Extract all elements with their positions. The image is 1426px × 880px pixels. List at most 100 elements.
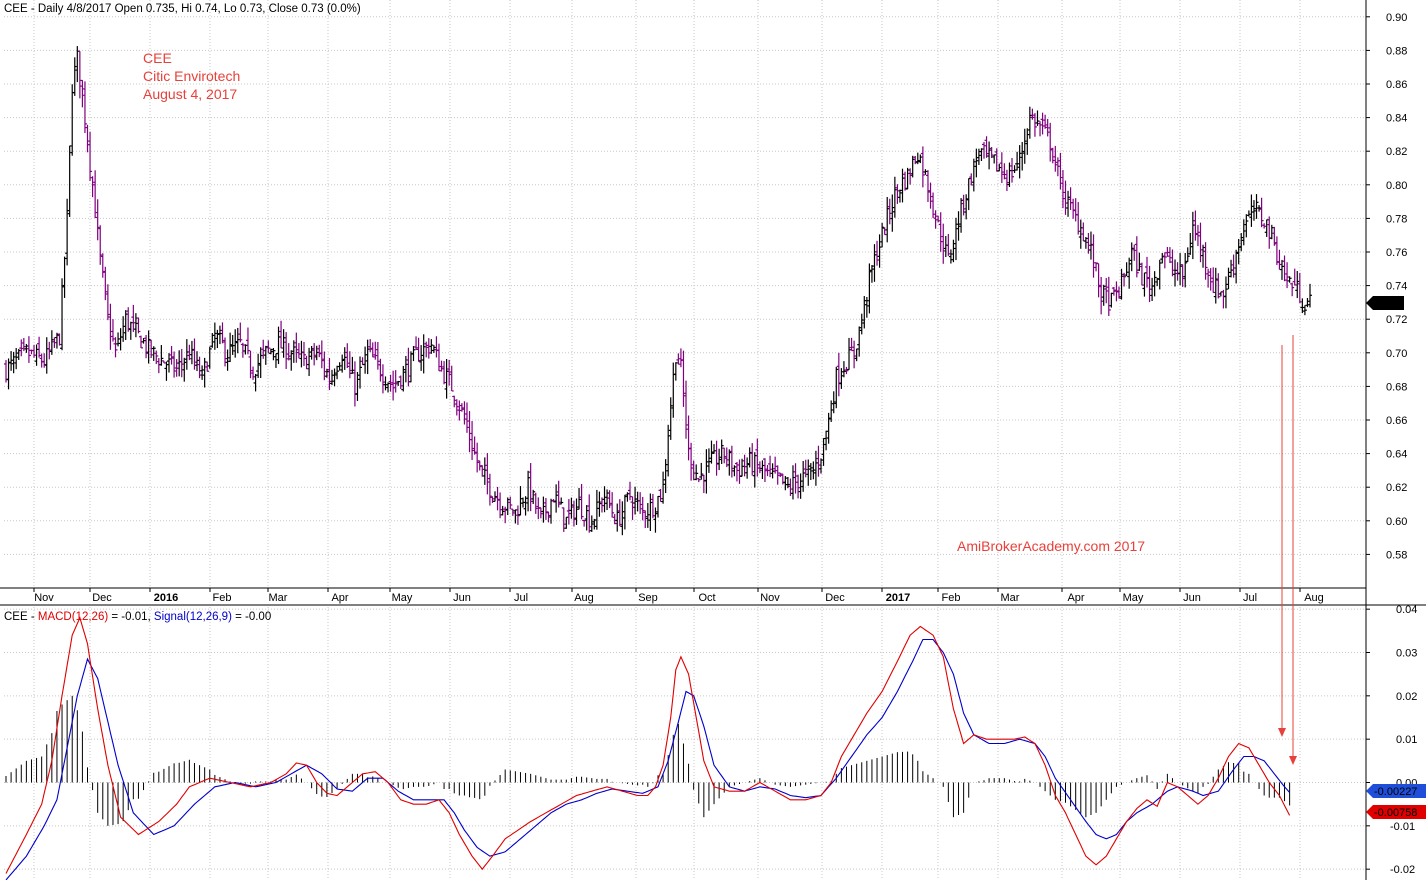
- ohlc-bar: [1050, 147, 1055, 164]
- ohlc-bar: [857, 326, 862, 357]
- ohlc-bar: [490, 496, 495, 503]
- ohlc-bar: [335, 365, 340, 380]
- ohlc-bar: [1162, 252, 1167, 269]
- ohlc-bar: [1053, 145, 1058, 172]
- ohlc-bar: [146, 330, 151, 364]
- macd-ytick-label: 0.01: [1396, 734, 1417, 746]
- ohlc-bar: [480, 465, 485, 477]
- ohlc-bar: [1017, 145, 1022, 179]
- ohlc-bar: [622, 494, 627, 530]
- ohlc-bar: [1236, 238, 1241, 265]
- ohlc-bar: [566, 499, 571, 525]
- ohlc-bar: [543, 498, 548, 520]
- ohlc-bar: [245, 327, 250, 355]
- ohlc-bar: [941, 223, 946, 264]
- ohlc-bar: [852, 340, 857, 369]
- ohlc-bar: [47, 341, 52, 360]
- ohlc-bar: [897, 189, 902, 203]
- ohlc-bar: [370, 342, 375, 358]
- ohlc-bar: [645, 503, 650, 528]
- ohlc-bar: [312, 343, 317, 366]
- ohlc-bar: [640, 496, 645, 521]
- ohlc-bar: [1211, 267, 1216, 294]
- macd-title-value: = -0.01,: [108, 611, 154, 623]
- ohlc-bar: [172, 351, 177, 378]
- ohlc-bar: [279, 320, 284, 349]
- arrow-head-left: [1278, 728, 1286, 737]
- ohlc-bar: [1287, 276, 1292, 283]
- ohlc-bar: [304, 355, 309, 370]
- ohlc-bar: [1030, 108, 1035, 120]
- ohlc-bar: [1167, 247, 1172, 264]
- ohlc-bar: [755, 438, 760, 477]
- xtick-label: Jul: [514, 592, 528, 604]
- ohlc-bar: [1012, 165, 1017, 174]
- ohlc-bar: [459, 403, 464, 412]
- ohlc-bar: [238, 322, 243, 343]
- ohlc-bar: [284, 332, 289, 369]
- macd-line: [5, 616, 1291, 874]
- ohlc-bar: [676, 353, 681, 365]
- ohlc-bar: [1040, 112, 1045, 135]
- ohlc-bar: [684, 380, 689, 439]
- ohlc-bar: [207, 346, 212, 369]
- ohlc-bar: [729, 445, 734, 478]
- ohlc-bar: [1020, 141, 1025, 171]
- ohlc-bar: [21, 337, 26, 352]
- ohlc-bar: [1241, 219, 1246, 246]
- ohlc-bar: [653, 507, 658, 533]
- ohlc-bar: [319, 340, 324, 369]
- ohlc-bar: [9, 351, 14, 371]
- ohlc-bar: [57, 333, 62, 346]
- xtick-label: Jun: [453, 592, 471, 604]
- ohlc-bar: [90, 176, 95, 198]
- ohlc-bar: [475, 442, 480, 473]
- ohlc-bar: [498, 492, 503, 519]
- ohlc-bar: [1137, 252, 1142, 271]
- ohlc-bar: [841, 361, 846, 378]
- ohlc-bar: [93, 170, 98, 219]
- ohlc-bar: [1027, 106, 1032, 139]
- ohlc-bar: [602, 486, 607, 513]
- price-ytick-label: 0.78: [1386, 213, 1407, 225]
- ohlc-bar: [633, 486, 638, 515]
- ohlc-bar: [656, 495, 660, 518]
- ohlc-bar: [1259, 197, 1264, 228]
- ohlc-bar: [454, 399, 459, 416]
- ohlc-bar: [1055, 157, 1060, 177]
- ohlc-bar: [956, 211, 961, 241]
- ohlc-bar: [953, 217, 958, 261]
- ohlc-bar: [513, 509, 518, 524]
- annotation-date: August 4, 2017: [143, 86, 237, 102]
- ohlc-bar: [885, 197, 890, 243]
- ohlc-bar: [783, 475, 788, 491]
- ohlc-bar: [1229, 259, 1234, 278]
- ohlc-bar: [918, 154, 923, 164]
- ohlc-bar: [220, 322, 225, 344]
- ohlc-bar: [258, 347, 263, 379]
- ohlc-bar: [355, 371, 360, 401]
- ohlc-bar: [1145, 256, 1149, 288]
- ohlc-bar: [599, 497, 604, 513]
- ohlc-bar: [734, 462, 739, 482]
- ohlc-bar: [706, 448, 711, 473]
- ohlc-bar: [765, 464, 770, 477]
- ohlc-bar: [666, 424, 671, 477]
- ohlc-bar: [108, 303, 113, 350]
- ohlc-bar: [65, 198, 70, 266]
- ohlc-bar: [561, 507, 566, 532]
- ohlc-bar: [16, 348, 21, 360]
- ohlc-bar: [961, 194, 966, 216]
- ohlc-bar: [261, 339, 266, 359]
- ohlc-bar: [1254, 194, 1259, 219]
- ohlc-bar: [337, 362, 342, 371]
- ohlc-bar: [643, 510, 648, 529]
- ohlc-bar: [638, 492, 643, 514]
- ohlc-bar: [307, 347, 312, 377]
- ohlc-bar: [1127, 257, 1132, 289]
- ohlc-bar: [1183, 253, 1188, 288]
- signal-line: [5, 638, 1291, 880]
- ohlc-bar: [414, 336, 419, 350]
- ohlc-bar: [826, 412, 831, 444]
- ohlc-bar: [892, 176, 897, 218]
